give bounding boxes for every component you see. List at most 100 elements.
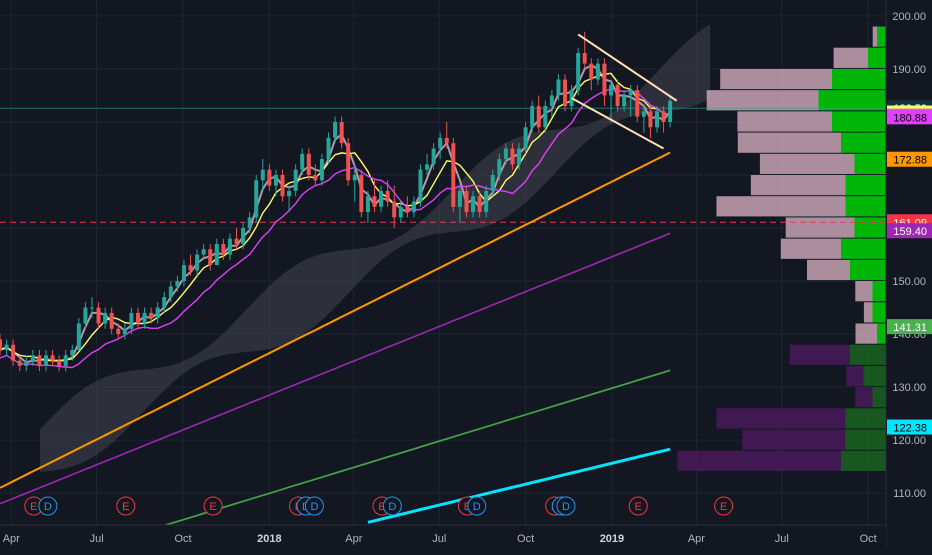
candle-body[interactable]	[135, 312, 140, 324]
candle-body[interactable]	[221, 243, 226, 255]
candle-body[interactable]	[543, 106, 548, 128]
candle-body[interactable]	[609, 84, 614, 96]
candle-body[interactable]	[635, 90, 640, 117]
candle-body[interactable]	[464, 190, 469, 213]
candle-body[interactable]	[96, 307, 101, 324]
candle-body[interactable]	[254, 180, 259, 218]
candle-body[interactable]	[0, 339, 2, 350]
candle-body[interactable]	[536, 106, 541, 128]
candle-body[interactable]	[17, 360, 22, 366]
dividend-event-icon[interactable]: D	[38, 496, 58, 516]
candle-body[interactable]	[57, 360, 62, 366]
candle-body[interactable]	[352, 175, 357, 181]
candle-body[interactable]	[63, 355, 68, 366]
candle-body[interactable]	[129, 312, 134, 329]
candle-body[interactable]	[477, 196, 482, 213]
candle-body[interactable]	[648, 111, 653, 128]
candle-body[interactable]	[497, 159, 502, 175]
candle-body[interactable]	[398, 206, 403, 218]
candle-body[interactable]	[392, 201, 397, 218]
candle-body[interactable]	[523, 127, 528, 149]
candle-body[interactable]	[576, 53, 581, 91]
candle-body[interactable]	[201, 249, 206, 255]
candle-body[interactable]	[273, 175, 278, 186]
candle-body[interactable]	[122, 328, 127, 335]
candle-body[interactable]	[628, 90, 633, 96]
dividend-event-icon[interactable]: D	[304, 496, 324, 516]
candle-body[interactable]	[411, 201, 416, 213]
candle-body[interactable]	[306, 153, 311, 175]
candle-body[interactable]	[181, 265, 186, 282]
candle-body[interactable]	[359, 175, 364, 213]
candle-body[interactable]	[589, 63, 594, 80]
candle-body[interactable]	[530, 106, 535, 128]
candle-body[interactable]	[260, 169, 265, 181]
candle-body[interactable]	[142, 312, 147, 324]
candle-body[interactable]	[471, 196, 476, 213]
candle-body[interactable]	[241, 228, 246, 244]
candle-body[interactable]	[622, 95, 627, 107]
candle-body[interactable]	[385, 190, 390, 202]
candle-body[interactable]	[654, 111, 659, 128]
candle-body[interactable]	[319, 159, 324, 181]
candle-body[interactable]	[155, 307, 160, 319]
candle-body[interactable]	[379, 190, 384, 207]
dividend-event-icon[interactable]: D	[382, 496, 402, 516]
candle-body[interactable]	[30, 355, 35, 361]
candle-body[interactable]	[556, 79, 561, 96]
candle-body[interactable]	[168, 286, 173, 297]
candle-body[interactable]	[50, 355, 55, 361]
candle-body[interactable]	[602, 63, 607, 96]
earnings-event-icon[interactable]: E	[116, 496, 136, 516]
candle-body[interactable]	[333, 121, 338, 138]
candle-body[interactable]	[11, 344, 16, 361]
candle-body[interactable]	[70, 350, 75, 356]
candle-body[interactable]	[37, 355, 42, 366]
candle-body[interactable]	[287, 190, 292, 197]
candle-body[interactable]	[451, 143, 456, 207]
candle-body[interactable]	[668, 100, 673, 122]
earnings-event-icon[interactable]: E	[203, 496, 223, 516]
earnings-event-icon[interactable]: E	[714, 496, 734, 516]
candle-body[interactable]	[116, 328, 121, 335]
candle-body[interactable]	[444, 137, 449, 144]
earnings-event-icon[interactable]: E	[628, 496, 648, 516]
candle-body[interactable]	[103, 312, 108, 324]
candle-body[interactable]	[326, 137, 331, 160]
candle-body[interactable]	[313, 175, 318, 181]
candle-body[interactable]	[4, 344, 9, 350]
candle-body[interactable]	[365, 196, 370, 213]
candle-body[interactable]	[149, 312, 154, 319]
candle-body[interactable]	[227, 238, 232, 255]
candle-body[interactable]	[293, 169, 298, 191]
candle-body[interactable]	[549, 95, 554, 107]
candle-body[interactable]	[109, 312, 114, 329]
candle-body[interactable]	[214, 243, 219, 266]
candle-body[interactable]	[76, 323, 81, 350]
candle-body[interactable]	[484, 190, 489, 213]
candle-body[interactable]	[24, 360, 29, 366]
candle-body[interactable]	[431, 148, 436, 165]
candle-body[interactable]	[195, 254, 200, 271]
candle-body[interactable]	[641, 111, 646, 117]
candle-body[interactable]	[582, 53, 587, 64]
candle-body[interactable]	[280, 175, 285, 197]
candle-body[interactable]	[457, 190, 462, 207]
candle-body[interactable]	[234, 238, 239, 244]
candle-body[interactable]	[510, 148, 515, 165]
candle-body[interactable]	[83, 307, 88, 324]
candle-body[interactable]	[503, 148, 508, 160]
candle-body[interactable]	[405, 206, 410, 213]
candle-body[interactable]	[247, 217, 252, 229]
candle-body[interactable]	[208, 249, 213, 266]
candle-body[interactable]	[661, 111, 666, 122]
candle-body[interactable]	[339, 121, 344, 144]
candle-body[interactable]	[43, 355, 48, 366]
candle-body[interactable]	[267, 169, 272, 186]
candle-body[interactable]	[372, 196, 377, 207]
candle-body[interactable]	[175, 281, 180, 287]
dividend-event-icon[interactable]: D	[556, 496, 576, 516]
candle-body[interactable]	[418, 169, 423, 202]
candle-body[interactable]	[438, 137, 443, 149]
